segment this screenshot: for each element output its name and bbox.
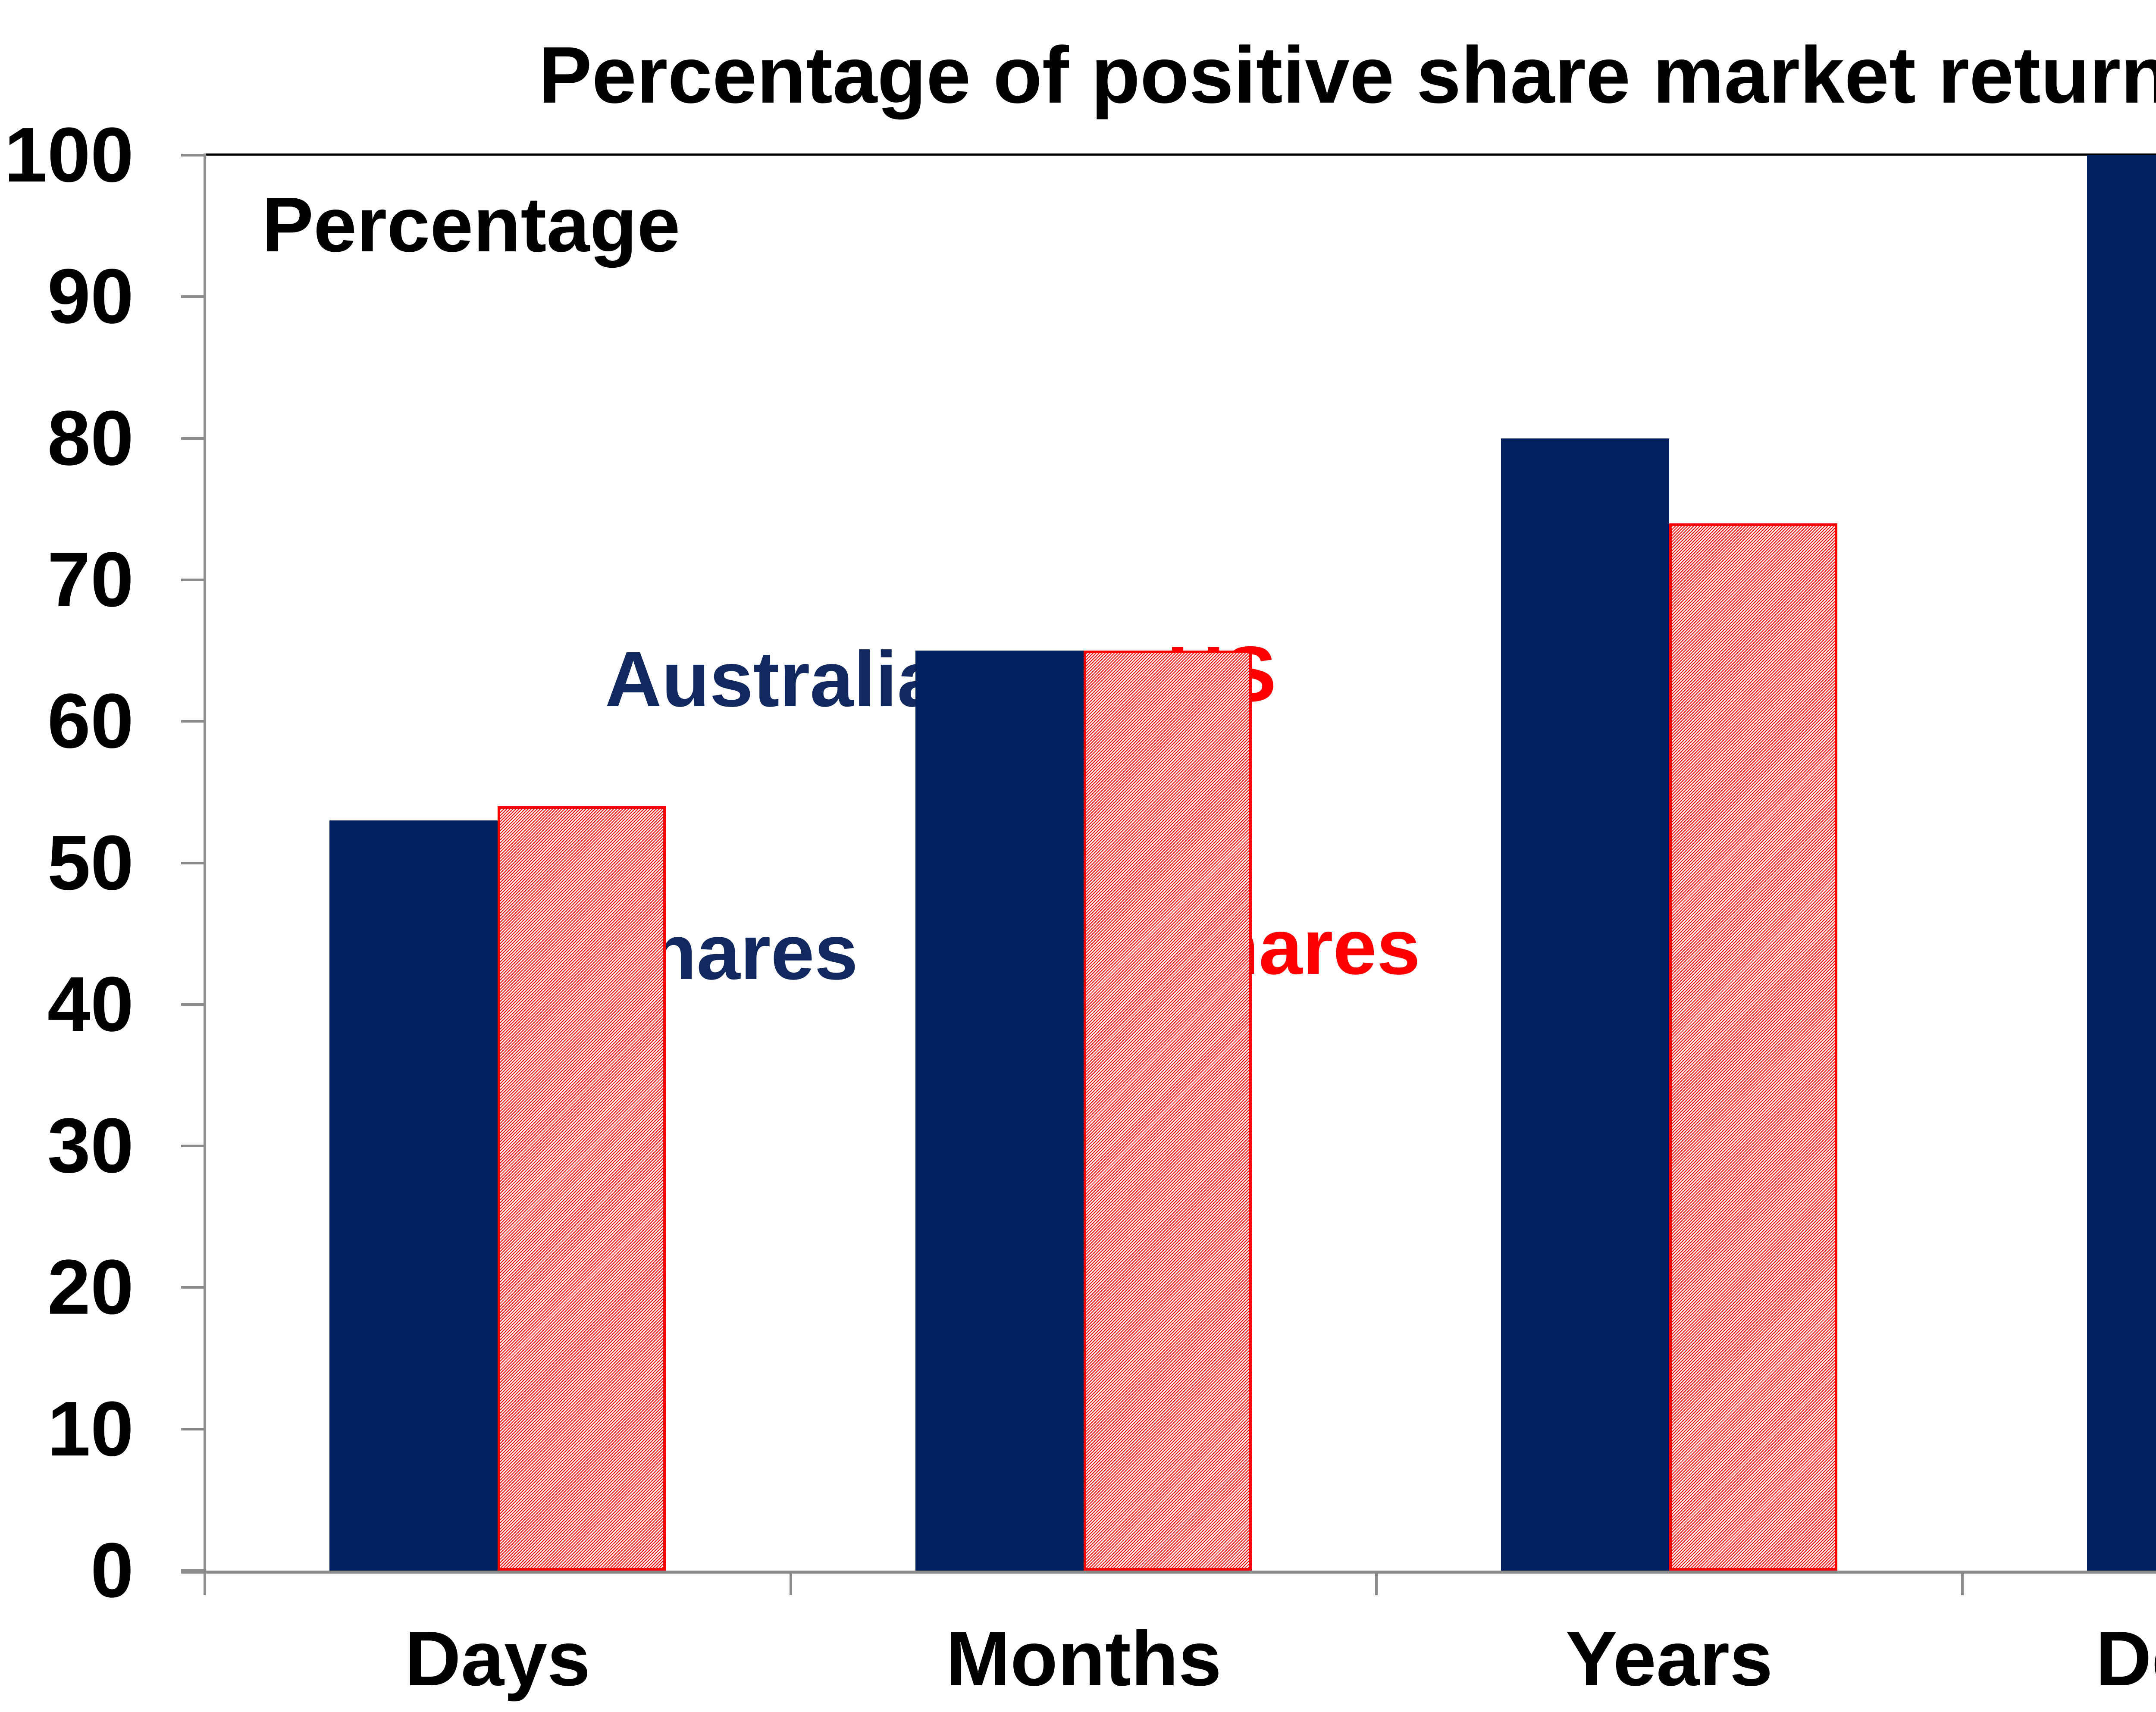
y-tick-label: 60 <box>47 678 134 764</box>
x-tick <box>790 1571 792 1595</box>
y-tick-label: 0 <box>90 1527 134 1614</box>
y-tick-label: 20 <box>47 1244 134 1330</box>
y-tick <box>181 1286 205 1289</box>
x-tick <box>204 1571 206 1595</box>
y-tick-label: 50 <box>47 820 134 906</box>
x-tick <box>1961 1571 1964 1595</box>
y-axis-unit-label: Percentage <box>262 182 680 268</box>
bar-us-years <box>1669 523 1837 1571</box>
y-axis-line <box>204 153 206 1574</box>
x-category-label: Days <box>404 1615 591 1702</box>
bar-us-days <box>498 806 666 1571</box>
plot-top-border <box>205 153 2156 156</box>
bar-us-months <box>1084 651 1252 1571</box>
x-category-label: Months <box>946 1615 1222 1702</box>
x-category-label: Decades <box>2095 1615 2156 1702</box>
y-tick <box>181 579 205 581</box>
y-tick-label: 30 <box>47 1102 134 1189</box>
y-tick-label: 80 <box>47 395 134 482</box>
bar-australian-years <box>1501 438 1669 1571</box>
y-tick-label: 90 <box>47 253 134 340</box>
y-tick-label: 10 <box>47 1386 134 1472</box>
chart-title: Percentage of positive share market retu… <box>538 31 2156 120</box>
bar-australian-days <box>329 820 498 1571</box>
y-tick-label: 100 <box>4 112 134 198</box>
y-tick <box>181 1569 205 1572</box>
y-tick <box>181 154 205 156</box>
y-tick <box>181 862 205 864</box>
y-tick <box>181 1428 205 1430</box>
y-tick <box>181 1145 205 1147</box>
y-tick-label: 70 <box>47 536 134 623</box>
x-tick <box>1375 1571 1378 1595</box>
bar-australian-decades <box>2087 155 2156 1571</box>
y-tick <box>181 720 205 723</box>
bar-australian-months <box>915 651 1084 1571</box>
y-tick-label: 40 <box>47 961 134 1048</box>
x-axis-line <box>181 1571 2156 1574</box>
y-tick <box>181 1003 205 1006</box>
y-tick <box>181 437 205 440</box>
y-tick <box>181 295 205 298</box>
x-category-label: Years <box>1565 1615 1773 1702</box>
